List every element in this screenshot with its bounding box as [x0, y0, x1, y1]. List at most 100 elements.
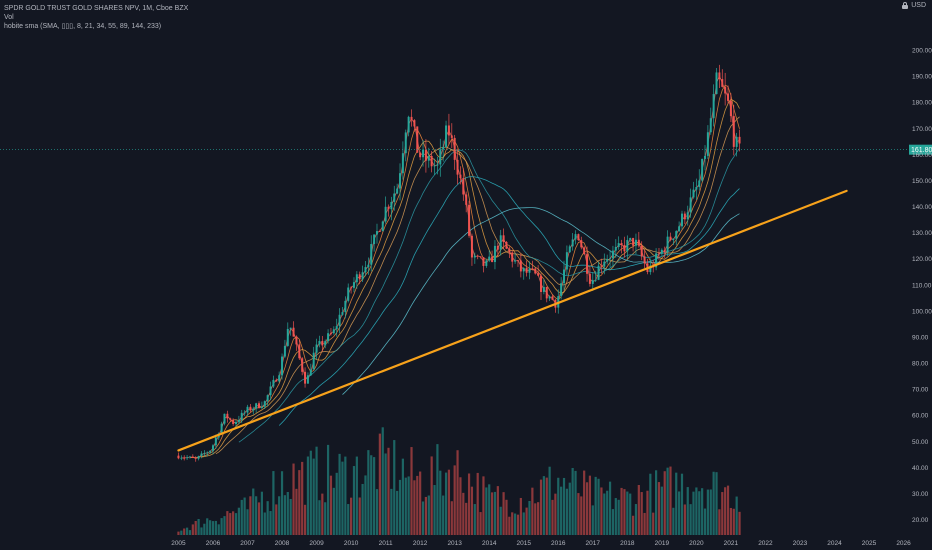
- volume-bar: [439, 470, 442, 535]
- candle: [465, 191, 468, 213]
- x-tick-label: 2017: [586, 540, 601, 547]
- candle: [361, 265, 364, 282]
- volume-bar: [660, 486, 663, 535]
- volume-bar: [522, 512, 525, 535]
- volume-bar: [712, 471, 715, 535]
- candle: [338, 308, 341, 334]
- trendline-layer[interactable]: [177, 189, 848, 452]
- volume-bar: [698, 491, 701, 535]
- candle: [433, 158, 436, 176]
- volume-bar: [447, 469, 451, 535]
- candles: [177, 64, 741, 462]
- volume-bar: [611, 509, 615, 535]
- volume-bar: [729, 507, 733, 535]
- volume-bar: [519, 497, 522, 535]
- trendline[interactable]: [177, 189, 848, 452]
- candle: [473, 252, 476, 264]
- current-price-line: 161.80: [0, 144, 932, 155]
- candle: [289, 327, 292, 336]
- x-tick-label: 2018: [620, 540, 635, 547]
- candle: [427, 147, 430, 168]
- chart-legend: SPDR GOLD TRUST GOLD SHARES NPV, 1M, Cbo…: [4, 4, 188, 31]
- y-tick-label: 180.00: [912, 100, 932, 107]
- candle: [528, 261, 531, 280]
- sma-144-line: [278, 176, 740, 426]
- volume-bar: [275, 504, 278, 535]
- volume-bar: [580, 496, 583, 535]
- volume-bar: [654, 470, 658, 535]
- volume-bar: [499, 506, 502, 535]
- candle: [666, 230, 669, 256]
- candle: [519, 253, 522, 278]
- volume-bar: [272, 471, 275, 535]
- volume-bar: [361, 483, 364, 535]
- volume-bar: [223, 516, 226, 535]
- candle: [715, 67, 718, 95]
- volume-bar: [488, 484, 491, 535]
- candle: [260, 401, 263, 410]
- volume-bar: [387, 447, 390, 535]
- candle: [286, 322, 289, 347]
- candle: [341, 307, 344, 316]
- sma-21-line: [189, 84, 740, 459]
- sma-legend[interactable]: hobite sma (SMA, ▯▯▯, 8, 21, 34, 55, 89,…: [4, 23, 162, 30]
- volume-bar: [303, 504, 307, 535]
- candle: [194, 456, 197, 462]
- volume-bar: [335, 472, 338, 535]
- candle: [505, 241, 508, 250]
- volume-bar: [401, 458, 404, 535]
- time-axis[interactable]: 2005 2006 2007 2008 2009 2010 2011 2012 2013 2014…: [171, 540, 911, 547]
- candle: [200, 451, 203, 459]
- volume-bar: [456, 450, 459, 535]
- volume-bar: [568, 482, 571, 535]
- candle: [657, 247, 660, 260]
- candle: [534, 267, 537, 275]
- y-tick-label: 80.00: [912, 361, 929, 368]
- volume-bar: [180, 530, 183, 535]
- volume-bar: [678, 491, 681, 535]
- price-axis[interactable]: 20.00 30.00 40.00 50.00 60.00 70.00 80.00 90.00…: [912, 48, 932, 525]
- volume-bar: [203, 523, 206, 535]
- volume-bar: [465, 502, 468, 535]
- candle: [209, 450, 212, 454]
- candle: [482, 257, 485, 273]
- candle: [542, 278, 545, 295]
- candle: [637, 231, 640, 248]
- volume-bar: [246, 509, 249, 535]
- volume-bar: [554, 493, 557, 535]
- volume-bar: [620, 487, 623, 535]
- candle: [701, 158, 704, 182]
- volume-bar: [237, 507, 240, 535]
- candle: [442, 140, 445, 162]
- candle: [692, 181, 695, 199]
- volume-bar: [631, 515, 635, 535]
- candle: [430, 150, 433, 173]
- candle: [355, 271, 358, 289]
- candle: [479, 256, 482, 259]
- currency-selector[interactable]: USD: [902, 2, 926, 9]
- candle: [407, 115, 410, 137]
- volume-bar: [341, 461, 344, 535]
- candle: [396, 183, 399, 195]
- candle: [249, 403, 252, 413]
- volume-bar: [732, 508, 735, 535]
- candle: [729, 93, 732, 123]
- candle: [629, 237, 632, 243]
- candle: [399, 163, 402, 201]
- volume-bar: [542, 476, 545, 535]
- candle: [344, 296, 347, 319]
- symbol-title[interactable]: SPDR GOLD TRUST GOLD SHARES NPV, 1M, Cbo…: [4, 5, 189, 12]
- volume-bar: [493, 491, 497, 535]
- volume-bar: [234, 513, 238, 535]
- volume-bar: [260, 491, 263, 535]
- volume-legend[interactable]: Vol: [4, 14, 14, 21]
- candle: [531, 260, 534, 271]
- volume-bar: [594, 476, 597, 535]
- volume-bar: [370, 455, 373, 535]
- volume-bar: [232, 511, 235, 535]
- candle: [588, 267, 591, 287]
- volume-bar: [396, 490, 399, 535]
- candle: [459, 166, 462, 185]
- volume-bar: [652, 512, 655, 535]
